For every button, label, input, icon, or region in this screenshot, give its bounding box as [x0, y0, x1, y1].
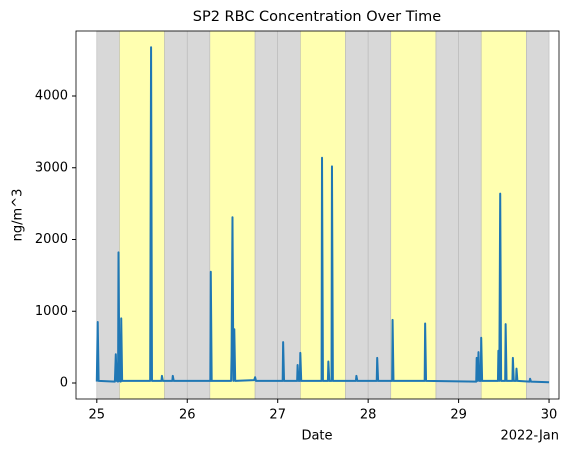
shaded-span [390, 30, 437, 400]
shaded-span [119, 30, 165, 400]
x-tick-label: 27 [269, 408, 286, 423]
y-tick-label: 1000 [35, 304, 68, 319]
x-tick-label: 26 [179, 408, 196, 423]
shaded-span [367, 30, 392, 400]
x-tick-label: 30 [541, 408, 558, 423]
shaded-span [186, 30, 211, 400]
shaded-span [480, 30, 527, 400]
x-tick-label: 28 [360, 408, 377, 423]
y-tick-label: 3000 [35, 160, 68, 175]
shaded-span [96, 30, 120, 400]
shaded-span [526, 30, 550, 400]
plot-frame [75, 30, 560, 400]
shaded-span [254, 30, 279, 400]
data-line [95, 46, 550, 384]
shaded-span [277, 30, 301, 400]
shaded-span [345, 30, 369, 400]
y-tick-label: 0 [60, 376, 68, 391]
x-tick-label: 29 [450, 408, 467, 423]
shaded-span [435, 30, 459, 400]
shaded-span [164, 30, 188, 400]
y-tick-label: 2000 [35, 232, 68, 247]
shaded-span [458, 30, 482, 400]
y-axis-label: ng/m^3 [11, 189, 26, 242]
y-tick-label: 4000 [35, 89, 68, 104]
x-axis-label: Date [301, 429, 332, 444]
x-tick-label: 25 [89, 408, 106, 423]
x-offset-label: 2022-Jan [500, 429, 559, 444]
chart-title: SP2 RBC Concentration Over Time [193, 9, 442, 25]
